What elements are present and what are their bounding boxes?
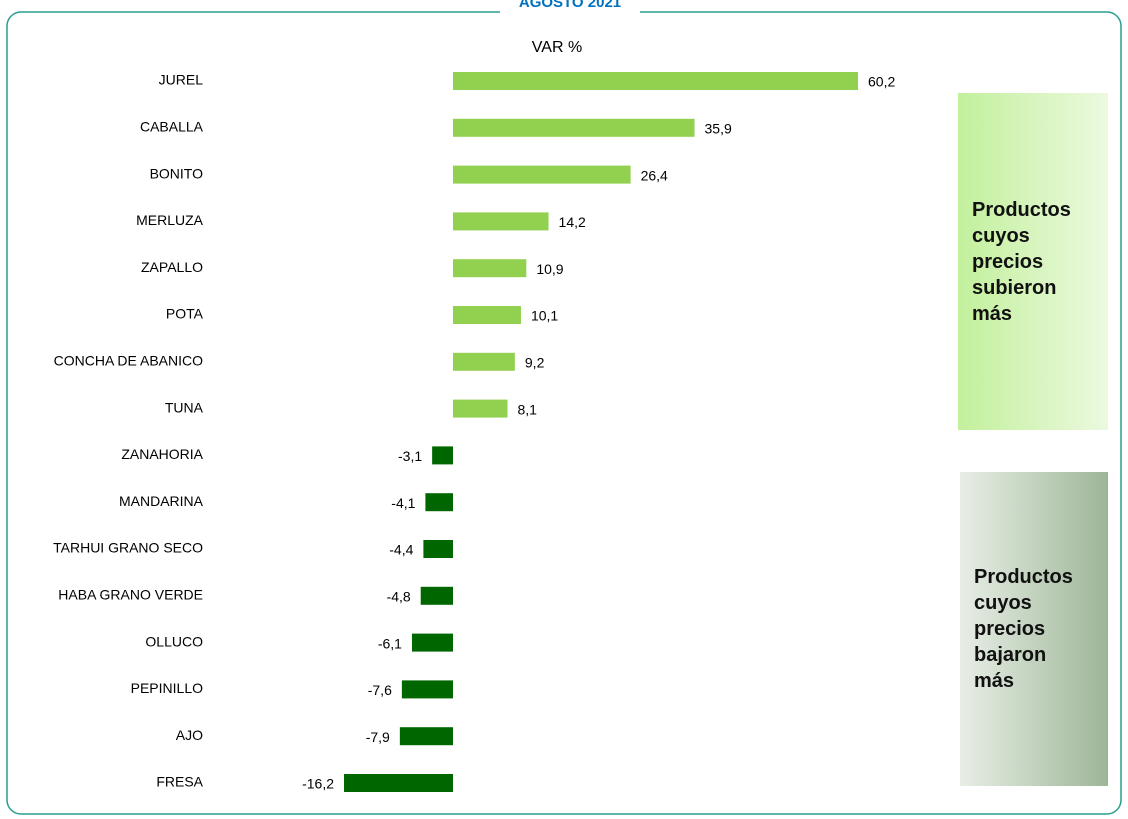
annotation: Productos cuyos precios bajaron más	[974, 566, 1073, 692]
category-label: POTA	[166, 306, 204, 322]
value-label: 35,9	[705, 121, 732, 137]
bar	[453, 259, 527, 278]
category-label: BONITO	[150, 165, 204, 181]
category-label: TARHUI GRANO SECO	[53, 540, 203, 556]
category-label: MANDARINA	[119, 493, 204, 509]
value-label: -4,1	[391, 495, 415, 511]
category-label: MERLUZA	[136, 212, 204, 228]
value-label: -6,1	[378, 635, 402, 651]
bar	[453, 399, 508, 418]
bar	[453, 165, 631, 184]
bar	[411, 633, 453, 652]
category-label: CONCHA DE ABANICO	[54, 353, 203, 369]
value-title: VAR %	[532, 39, 582, 56]
value-label: 10,9	[536, 261, 563, 277]
value-label: -7,9	[366, 729, 390, 745]
bar	[401, 680, 453, 699]
bar	[425, 493, 453, 512]
bar	[453, 118, 695, 137]
bar	[453, 352, 515, 371]
bar	[432, 446, 453, 465]
bar	[453, 212, 549, 231]
category-label: PEPINILLO	[131, 680, 203, 696]
category-label: JUREL	[159, 72, 204, 88]
category-label: ZAPALLO	[141, 259, 203, 275]
value-label: 9,2	[525, 355, 545, 371]
value-label: -4,8	[387, 589, 411, 605]
category-label: OLLUCO	[145, 633, 203, 649]
value-label: -4,4	[389, 542, 413, 558]
value-label: -7,6	[368, 682, 392, 698]
category-label: CABALLA	[140, 119, 204, 135]
bar	[453, 72, 858, 90]
value-label: 26,4	[641, 167, 668, 183]
category-label: AJO	[176, 727, 203, 743]
bar	[344, 774, 453, 792]
annotation-box: Productos cuyos precios subieron más	[958, 93, 1108, 430]
value-label: 60,2	[868, 74, 895, 90]
value-label: 8,1	[517, 401, 537, 417]
chart-title: AGOSTO 2021	[519, 0, 621, 11]
value-label: -3,1	[398, 448, 422, 464]
title-bg	[500, 0, 640, 16]
category-label: TUNA	[165, 399, 204, 415]
value-label: 14,2	[559, 214, 586, 230]
value-label: -16,2	[302, 776, 334, 792]
category-label: HABA GRANO VERDE	[58, 587, 203, 603]
bar	[420, 586, 453, 605]
annotation: Productos cuyos precios subieron más	[972, 198, 1071, 325]
bar	[399, 727, 453, 746]
category-label: ZANAHORIA	[121, 446, 203, 462]
annotation-box: Productos cuyos precios bajaron más	[960, 472, 1108, 786]
value-label: 10,1	[531, 308, 558, 324]
bar	[423, 540, 453, 558]
category-label: FRESA	[156, 774, 203, 790]
bar	[453, 306, 521, 324]
